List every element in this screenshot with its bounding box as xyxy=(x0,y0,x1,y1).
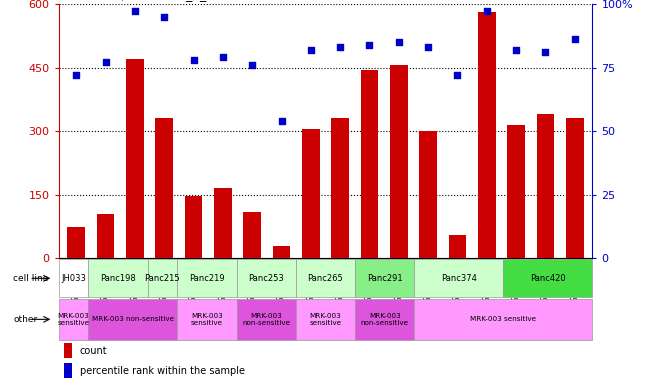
Bar xyxy=(536,114,554,258)
Text: cell line: cell line xyxy=(13,274,49,283)
Point xyxy=(452,72,463,78)
Bar xyxy=(185,196,202,258)
Text: Panc374: Panc374 xyxy=(441,274,477,283)
Text: MRK-003
non-sensitive: MRK-003 non-sensitive xyxy=(361,313,409,326)
Text: Panc198: Panc198 xyxy=(100,274,136,283)
Bar xyxy=(415,259,503,297)
Bar xyxy=(243,212,261,258)
Bar xyxy=(148,259,177,297)
Point xyxy=(247,62,257,68)
Bar xyxy=(449,235,466,258)
Bar xyxy=(355,299,415,340)
Bar xyxy=(273,246,290,258)
Bar xyxy=(415,299,592,340)
Bar xyxy=(236,259,296,297)
Text: Panc219: Panc219 xyxy=(189,274,225,283)
Point xyxy=(159,13,169,20)
Text: Panc253: Panc253 xyxy=(248,274,284,283)
Point xyxy=(570,36,580,43)
Point xyxy=(305,46,316,53)
Bar xyxy=(177,259,236,297)
Bar xyxy=(214,189,232,258)
Point xyxy=(540,49,551,55)
Point xyxy=(217,54,228,60)
Bar xyxy=(302,129,320,258)
Bar xyxy=(59,259,89,297)
Point xyxy=(276,118,286,124)
Text: MRK-003
sensitive: MRK-003 sensitive xyxy=(309,313,342,326)
Bar xyxy=(566,118,583,258)
Bar xyxy=(355,259,415,297)
Bar xyxy=(419,131,437,258)
Bar xyxy=(97,214,115,258)
Point xyxy=(394,39,404,45)
Bar xyxy=(236,299,296,340)
Bar xyxy=(503,259,592,297)
Bar xyxy=(68,227,85,258)
Bar xyxy=(126,59,144,258)
Bar xyxy=(296,299,355,340)
Bar xyxy=(177,299,236,340)
Point xyxy=(71,72,81,78)
Bar xyxy=(59,299,89,340)
Text: Panc215: Panc215 xyxy=(145,274,180,283)
Bar xyxy=(156,118,173,258)
Bar xyxy=(507,125,525,258)
Point xyxy=(423,44,434,50)
Point xyxy=(335,44,346,50)
Text: MRK-003 sensitive: MRK-003 sensitive xyxy=(471,316,536,322)
Text: percentile rank within the sample: percentile rank within the sample xyxy=(80,366,245,376)
Bar xyxy=(89,299,177,340)
Point xyxy=(365,41,375,48)
Text: MRK-003 non-sensitive: MRK-003 non-sensitive xyxy=(92,316,174,322)
Point xyxy=(482,8,492,15)
Text: count: count xyxy=(80,346,107,356)
Text: JH033: JH033 xyxy=(61,274,86,283)
Text: MRK-003
sensitive: MRK-003 sensitive xyxy=(57,313,89,326)
Point xyxy=(511,46,521,53)
Text: Panc265: Panc265 xyxy=(308,274,343,283)
Bar xyxy=(390,65,408,258)
Text: Panc291: Panc291 xyxy=(367,274,402,283)
Text: other: other xyxy=(13,315,38,324)
Point xyxy=(130,8,140,15)
Bar xyxy=(89,259,148,297)
Text: MRK-003
non-sensitive: MRK-003 non-sensitive xyxy=(242,313,290,326)
Bar xyxy=(361,70,378,258)
Bar xyxy=(478,12,495,258)
Bar xyxy=(64,363,72,378)
Bar xyxy=(296,259,355,297)
Text: Panc420: Panc420 xyxy=(530,274,566,283)
Text: MRK-003
sensitive: MRK-003 sensitive xyxy=(191,313,223,326)
Point xyxy=(188,57,199,63)
Text: GDS4342 / 1555780_a_at: GDS4342 / 1555780_a_at xyxy=(59,0,219,1)
Bar xyxy=(64,343,72,358)
Point xyxy=(100,60,111,66)
Bar xyxy=(331,118,349,258)
